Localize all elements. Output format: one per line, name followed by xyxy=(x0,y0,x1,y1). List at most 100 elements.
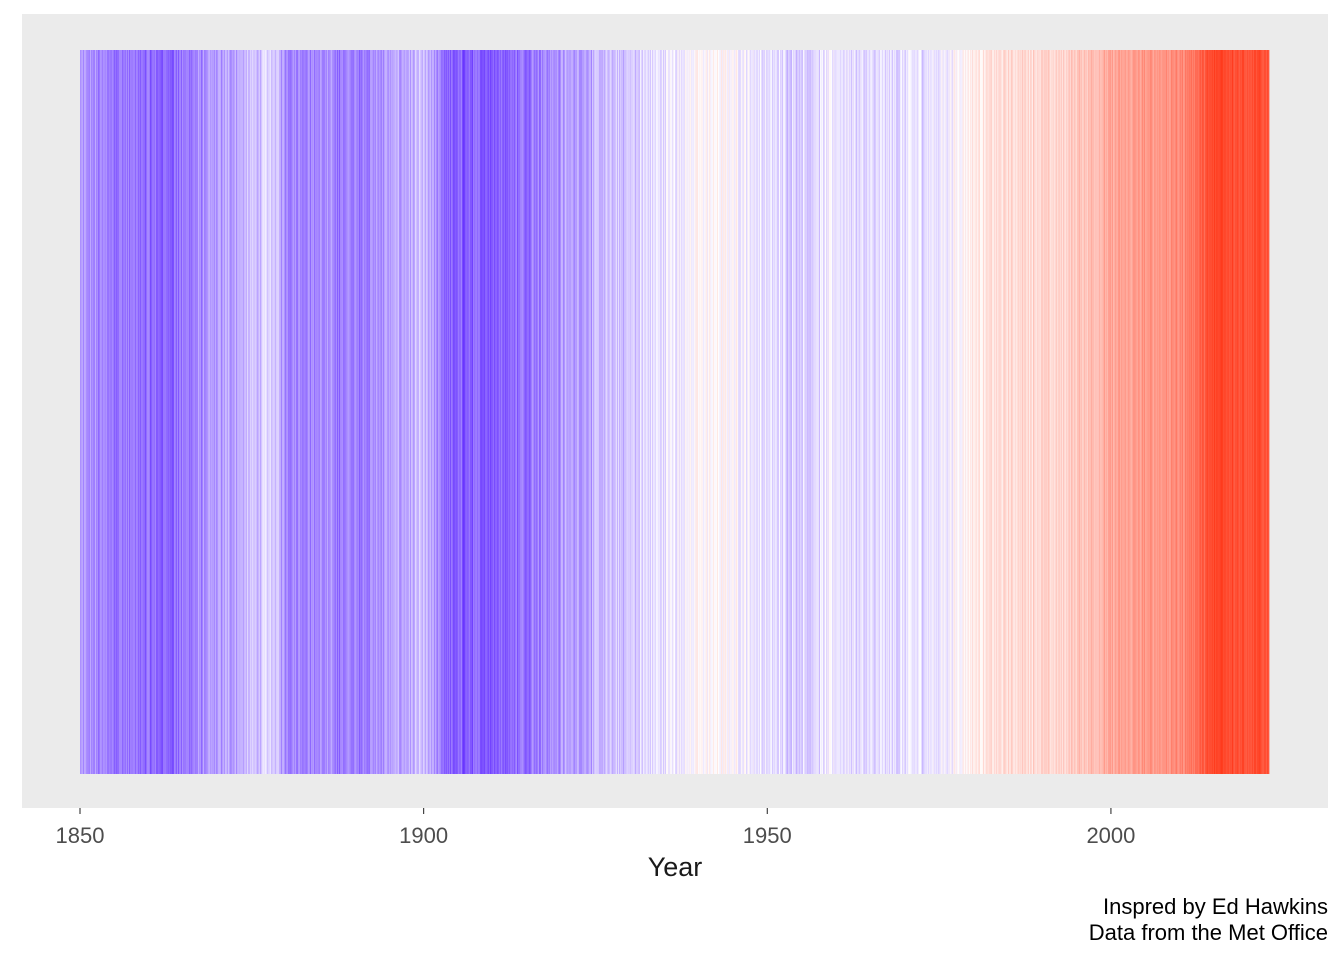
stripe xyxy=(1256,50,1258,774)
stripe xyxy=(364,50,365,774)
stripe xyxy=(240,50,242,774)
stripe xyxy=(235,50,237,774)
stripe xyxy=(1012,50,1014,774)
stripe xyxy=(1090,50,1092,774)
stripe xyxy=(983,50,985,774)
stripe xyxy=(1005,50,1007,774)
stripe xyxy=(363,50,365,774)
stripe xyxy=(1252,50,1254,774)
stripe xyxy=(200,50,202,774)
stripe xyxy=(297,50,298,774)
stripe xyxy=(183,50,185,774)
stripe xyxy=(105,50,107,774)
stripe xyxy=(338,50,340,774)
stripe xyxy=(301,50,303,774)
stripe xyxy=(554,50,556,774)
stripe xyxy=(1070,50,1072,774)
stripe xyxy=(1248,50,1250,774)
stripe xyxy=(305,50,307,774)
stripe xyxy=(114,50,116,774)
stripe xyxy=(741,50,743,774)
stripe xyxy=(954,50,955,774)
stripes-group xyxy=(80,50,1270,774)
stripe xyxy=(695,50,697,774)
stripe xyxy=(645,50,647,774)
stripe xyxy=(455,50,457,774)
stripe xyxy=(699,50,701,774)
stripe xyxy=(320,50,322,774)
stripe xyxy=(519,50,521,774)
stripe xyxy=(1010,50,1012,774)
stripe xyxy=(1228,50,1230,774)
stripe xyxy=(248,50,250,774)
stripe xyxy=(156,50,158,774)
stripe xyxy=(331,50,333,774)
stripe xyxy=(853,50,855,774)
stripe xyxy=(1122,50,1124,774)
stripe xyxy=(234,50,236,774)
stripe xyxy=(1105,50,1107,774)
stripe xyxy=(653,50,655,774)
stripe xyxy=(110,50,112,774)
stripe xyxy=(132,50,134,774)
stripe xyxy=(246,50,248,774)
stripe xyxy=(506,50,508,774)
stripe xyxy=(1086,50,1088,774)
stripe xyxy=(883,50,885,774)
stripe xyxy=(95,50,97,774)
stripe xyxy=(596,50,598,774)
stripe xyxy=(1082,50,1084,774)
stripe xyxy=(1141,50,1143,774)
stripe xyxy=(1082,50,1084,774)
stripe xyxy=(1220,50,1222,774)
stripe xyxy=(228,50,230,774)
stripe xyxy=(123,50,125,774)
stripe xyxy=(547,50,549,774)
stripe xyxy=(546,50,548,774)
stripe xyxy=(995,50,997,774)
stripe xyxy=(336,50,337,774)
caption: Inspred by Ed Hawkins Data from the Met … xyxy=(1089,894,1328,946)
stripe xyxy=(1225,50,1227,774)
stripe xyxy=(636,50,638,774)
stripe xyxy=(951,50,953,774)
stripe xyxy=(866,50,868,774)
stripe xyxy=(283,50,285,774)
stripe xyxy=(326,50,328,774)
stripe xyxy=(157,50,159,774)
stripe xyxy=(914,50,916,774)
stripe xyxy=(448,50,450,774)
stripe xyxy=(911,50,913,774)
stripe xyxy=(401,50,403,774)
stripe xyxy=(908,50,910,774)
stripe xyxy=(651,50,652,774)
stripe xyxy=(744,50,746,774)
stripe xyxy=(175,50,177,774)
stripe xyxy=(665,50,667,774)
stripe xyxy=(486,50,487,774)
stripe xyxy=(1078,50,1080,774)
stripe xyxy=(216,50,218,774)
stripe xyxy=(949,50,951,774)
stripe xyxy=(1051,50,1053,774)
stripe xyxy=(434,50,436,774)
stripe xyxy=(1163,50,1164,774)
stripe xyxy=(583,50,585,774)
stripe xyxy=(231,50,233,774)
stripe xyxy=(955,50,957,774)
stripe xyxy=(307,50,309,774)
stripe xyxy=(625,50,627,774)
stripe xyxy=(365,50,367,774)
stripe xyxy=(836,50,838,774)
stripe xyxy=(619,50,621,774)
stripe xyxy=(1007,50,1009,774)
stripe xyxy=(666,50,668,774)
stripe xyxy=(961,50,963,774)
stripe xyxy=(1162,50,1164,774)
stripe xyxy=(774,50,776,774)
stripe xyxy=(826,50,828,774)
stripe xyxy=(679,50,681,774)
stripe xyxy=(118,50,120,774)
stripe xyxy=(637,50,639,774)
stripe xyxy=(370,50,372,774)
